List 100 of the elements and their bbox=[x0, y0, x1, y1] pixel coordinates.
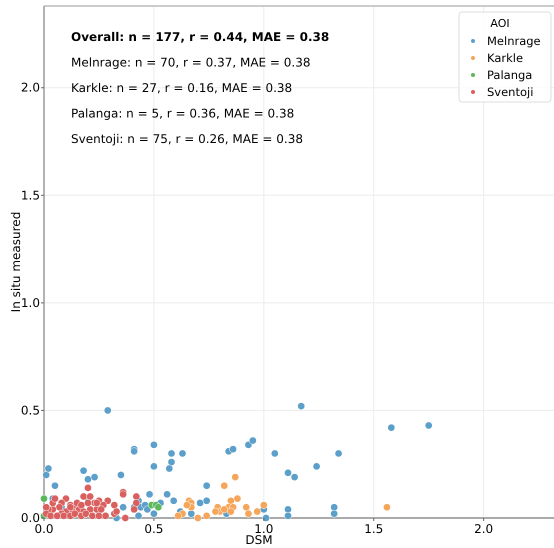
point bbox=[178, 450, 186, 458]
x-tick-label: 1.5 bbox=[364, 522, 384, 536]
point bbox=[86, 492, 94, 500]
annotation: Overall: n = 177, r = 0.44, MAE = 0.38 bbox=[71, 30, 330, 44]
point bbox=[84, 484, 92, 492]
y-tick-label: 2.0 bbox=[20, 80, 40, 95]
point bbox=[165, 464, 174, 472]
point bbox=[110, 501, 118, 509]
point bbox=[92, 499, 101, 507]
point bbox=[51, 494, 59, 502]
point bbox=[220, 482, 228, 490]
point bbox=[88, 512, 96, 520]
point bbox=[312, 462, 320, 470]
point bbox=[202, 482, 211, 490]
point bbox=[227, 508, 235, 516]
x-tick-label: 0.5 bbox=[144, 522, 164, 536]
point bbox=[82, 510, 90, 518]
point bbox=[132, 492, 140, 500]
point bbox=[253, 508, 262, 516]
point bbox=[150, 510, 158, 518]
point bbox=[424, 422, 433, 430]
point bbox=[284, 506, 292, 514]
point bbox=[104, 406, 112, 414]
point bbox=[117, 471, 125, 479]
point bbox=[244, 510, 252, 518]
point bbox=[330, 510, 338, 518]
point bbox=[40, 494, 48, 502]
point bbox=[234, 494, 242, 502]
point bbox=[154, 503, 162, 512]
point bbox=[227, 496, 235, 505]
point bbox=[284, 468, 292, 477]
x-tick-label: 0.0 bbox=[34, 522, 54, 536]
y-axis-title: In situ measured bbox=[9, 212, 23, 312]
legend-label: Palanga bbox=[487, 68, 532, 82]
annotation: Melnrage: n = 70, r = 0.37, MAE = 0.38 bbox=[71, 56, 311, 70]
point bbox=[248, 436, 257, 444]
point bbox=[242, 503, 250, 512]
point bbox=[97, 506, 106, 514]
point bbox=[196, 499, 204, 507]
point bbox=[231, 473, 240, 481]
point bbox=[44, 464, 52, 472]
point bbox=[78, 501, 86, 509]
point bbox=[163, 490, 171, 498]
point bbox=[42, 503, 50, 512]
point bbox=[53, 512, 62, 520]
point bbox=[260, 501, 268, 509]
point bbox=[102, 512, 110, 520]
x-tick-label: 1.0 bbox=[254, 522, 274, 536]
point bbox=[119, 503, 127, 512]
point bbox=[80, 492, 88, 500]
point bbox=[150, 462, 158, 470]
point bbox=[229, 445, 237, 454]
point bbox=[297, 402, 306, 410]
point bbox=[146, 490, 154, 498]
y-tick-label: 1.5 bbox=[20, 188, 40, 202]
point bbox=[290, 473, 298, 481]
point bbox=[46, 512, 54, 520]
point bbox=[284, 512, 292, 520]
point bbox=[220, 506, 228, 514]
point bbox=[121, 514, 130, 522]
point bbox=[270, 450, 279, 458]
point bbox=[134, 512, 142, 520]
point bbox=[80, 466, 88, 475]
point bbox=[383, 503, 391, 512]
legend-label: Melnrage bbox=[487, 34, 541, 48]
point bbox=[70, 510, 79, 518]
point bbox=[95, 512, 103, 520]
point bbox=[132, 499, 140, 507]
legend-title: AOI bbox=[490, 17, 510, 30]
point bbox=[262, 514, 270, 522]
point bbox=[84, 475, 92, 484]
x-axis-title: DSM bbox=[245, 533, 273, 547]
point bbox=[212, 508, 220, 516]
point bbox=[174, 512, 182, 520]
point bbox=[330, 503, 338, 512]
point bbox=[51, 482, 59, 490]
point bbox=[112, 508, 120, 516]
point bbox=[168, 450, 176, 458]
point bbox=[130, 506, 138, 514]
legend-label: Sventoji bbox=[487, 85, 534, 99]
point bbox=[60, 512, 68, 520]
x-tick-label: 2.0 bbox=[474, 522, 494, 536]
y-tick-label: 0.0 bbox=[20, 511, 40, 525]
point bbox=[187, 510, 196, 518]
point bbox=[202, 496, 211, 505]
y-tick-label: 1.0 bbox=[20, 296, 40, 310]
point bbox=[150, 441, 158, 449]
point bbox=[84, 499, 92, 507]
point bbox=[90, 473, 98, 481]
point bbox=[170, 496, 178, 505]
legend-label: Karkle bbox=[487, 51, 524, 65]
y-tick-label: 0.5 bbox=[20, 403, 40, 418]
point bbox=[202, 512, 211, 520]
point bbox=[334, 450, 342, 458]
point bbox=[183, 501, 191, 509]
point bbox=[168, 458, 176, 466]
point bbox=[194, 514, 202, 522]
annotation: Sventoji: n = 75, r = 0.26, MAE = 0.38 bbox=[71, 132, 303, 146]
point bbox=[66, 503, 74, 512]
annotation: Karkle: n = 27, r = 0.16, MAE = 0.38 bbox=[71, 81, 292, 95]
